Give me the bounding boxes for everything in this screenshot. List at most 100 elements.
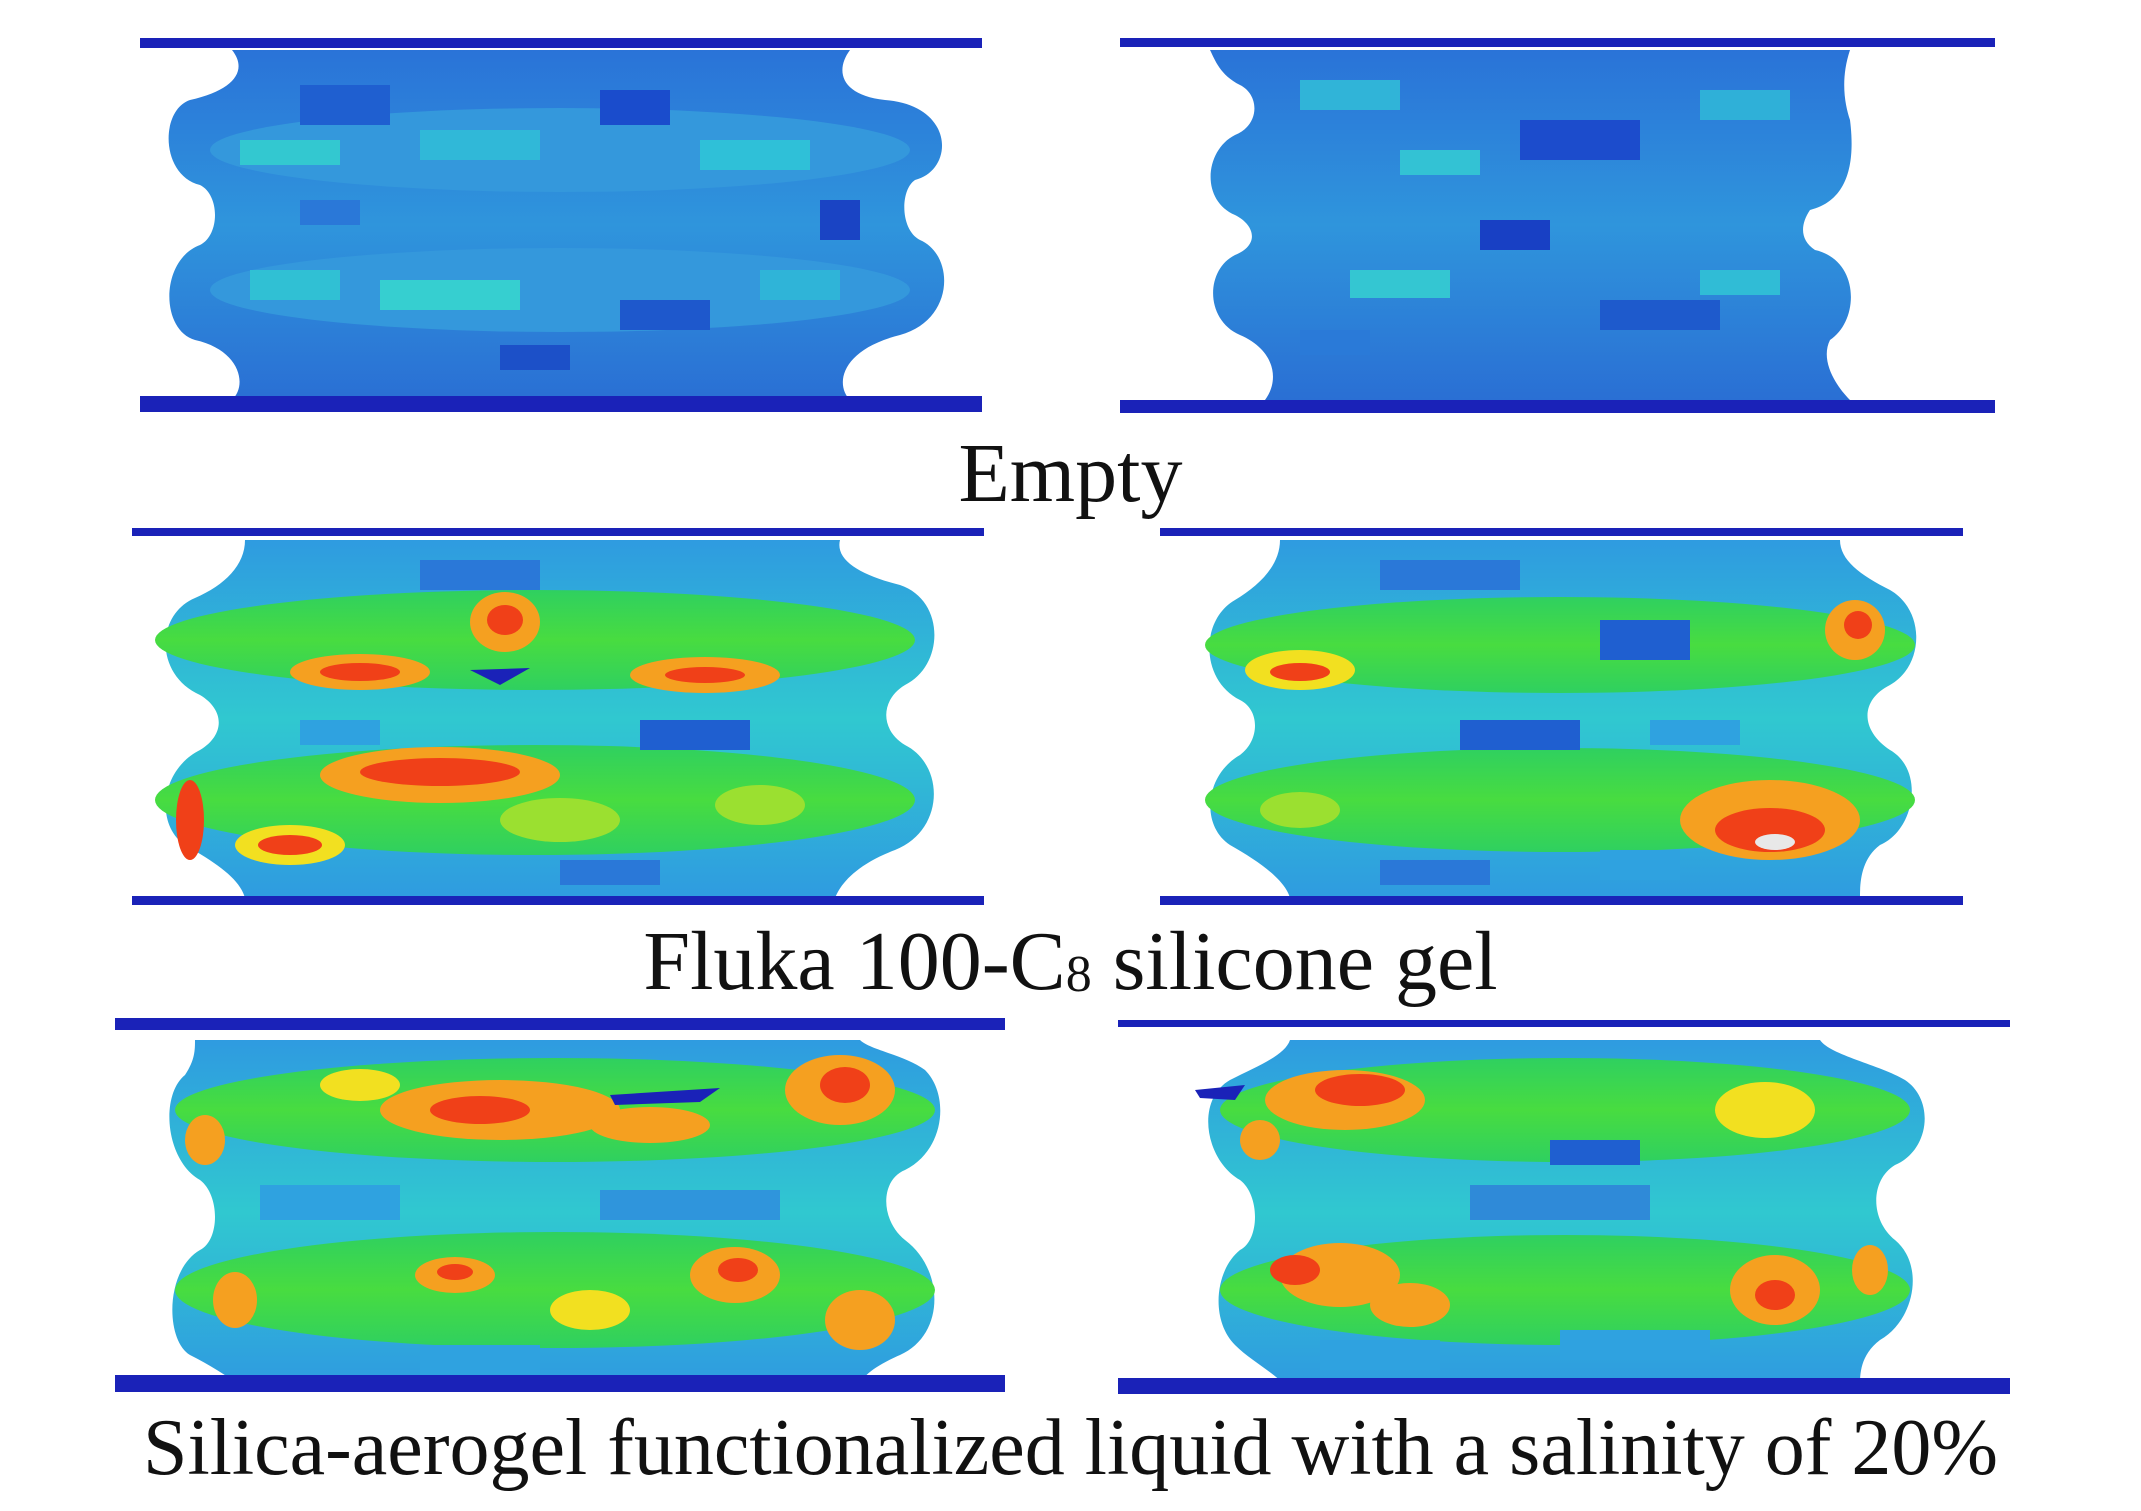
bottom-plate <box>1120 400 1995 413</box>
stress-contour-patch <box>610 1088 720 1105</box>
stress-contour-patch <box>320 1069 400 1101</box>
stress-contour-patch <box>1755 834 1795 850</box>
ridge-upper <box>155 590 915 690</box>
model-empty-left <box>140 38 982 412</box>
stress-contour-patch <box>420 1345 540 1375</box>
stress-contour-patch <box>560 860 660 885</box>
stress-contour-patch <box>1300 330 1370 355</box>
stress-contour-patch <box>300 200 360 225</box>
stress-contour-patch <box>1400 150 1480 175</box>
stress-contour-patch <box>258 835 322 855</box>
stress-contour-patch <box>1380 860 1490 885</box>
contour-patches <box>1245 560 1885 885</box>
bottom-plate <box>115 1375 1005 1392</box>
stress-contour-patch <box>820 1067 870 1103</box>
stress-contour-patch <box>360 758 520 786</box>
stress-contour-patch <box>240 140 340 165</box>
ridge-upper <box>210 108 910 192</box>
caption-empty-text: Empty <box>958 427 1183 520</box>
contour-patches <box>185 1055 895 1375</box>
stress-contour-patch <box>260 1185 400 1220</box>
stress-contour-patch <box>700 140 810 170</box>
stress-contour-patch <box>1315 1074 1405 1106</box>
stress-contour-patch <box>620 300 710 330</box>
contour-patches <box>1300 80 1790 355</box>
stress-contour-patch <box>500 798 620 842</box>
stress-contour-patch <box>380 280 520 310</box>
stress-contour-patch <box>430 1096 530 1124</box>
top-plate <box>1160 528 1963 536</box>
stress-contour-patch <box>1380 560 1520 590</box>
stress-contour-patch <box>1650 720 1740 745</box>
stress-contour-patch <box>437 1264 473 1280</box>
stress-contour-patch <box>300 85 390 125</box>
top-plate <box>1118 1020 2010 1027</box>
top-plate <box>115 1018 1005 1030</box>
stress-contour-patch <box>1755 1280 1795 1310</box>
caption-silica-text: Silica-aerogel functionalized liquid wit… <box>142 1404 1999 1492</box>
caption-silica-aerogel: Silica-aerogel functionalized liquid wit… <box>0 1408 2141 1488</box>
bottom-plate <box>1118 1378 2010 1394</box>
stress-contour-patch <box>715 785 805 825</box>
stress-contour-patch <box>825 1290 895 1350</box>
panel-empty <box>140 38 1995 413</box>
stress-contour-patch <box>1560 1330 1710 1360</box>
stress-contour-patch <box>1270 663 1330 681</box>
stress-contour-patch <box>1350 270 1450 298</box>
stress-contour-patch <box>1844 611 1872 639</box>
stress-contour-patch <box>1370 1283 1450 1327</box>
stress-contour-patch <box>1700 270 1780 295</box>
top-plate <box>1120 38 1995 47</box>
stress-contour-patch <box>500 345 570 370</box>
stress-contour-patch <box>1520 120 1640 160</box>
bottom-plate <box>140 396 982 412</box>
bottom-plate <box>1160 896 1963 905</box>
model-aerogel-left <box>115 1018 1005 1392</box>
stress-contour-patch <box>1550 1140 1640 1165</box>
caption-fluka-gel: Fluka 100-C8 silicone gel <box>0 920 2141 1004</box>
stress-contour-patch <box>470 668 530 685</box>
stress-contour-patch <box>600 90 670 125</box>
stress-contour-patch <box>1240 1120 1280 1160</box>
stress-contour-patch <box>600 1190 780 1220</box>
stress-contour-patch <box>487 605 523 635</box>
stress-contour-patch <box>1600 300 1720 330</box>
stress-contour-patch <box>300 720 380 745</box>
stress-contour-patch <box>550 1290 630 1330</box>
stress-contour-patch <box>1260 792 1340 828</box>
stress-contour-patch <box>590 1107 710 1143</box>
stress-contour-patch <box>420 130 540 160</box>
stress-contour-patch <box>640 720 750 750</box>
stress-contour-patch <box>1460 720 1580 750</box>
stress-contour-patch <box>665 667 745 683</box>
top-plate <box>140 38 982 48</box>
contour-patches <box>176 560 805 885</box>
stress-contour-patch <box>718 1258 758 1282</box>
stress-contour-patch <box>250 270 340 300</box>
stress-contour-patch <box>1700 90 1790 120</box>
stress-contour-patch <box>185 1115 225 1165</box>
stress-contour-patch <box>1715 1082 1815 1138</box>
model-empty-right <box>1120 38 1995 413</box>
stress-contour-patch <box>1600 850 1680 880</box>
model-fluka-right <box>1160 528 1963 905</box>
stress-contour-patch <box>320 663 400 681</box>
stress-contour-patch <box>213 1272 257 1328</box>
model-fluka-left <box>132 528 984 905</box>
model-aerogel-right <box>1118 1020 2010 1394</box>
top-plate <box>132 528 984 536</box>
panel-silica-aerogel <box>115 1018 2010 1394</box>
stress-contour-patch <box>1715 808 1825 852</box>
caption-empty: Empty <box>0 432 2141 516</box>
caption-fluka-pre: Fluka 100-C <box>643 915 1066 1008</box>
ridge-upper <box>1205 597 1915 693</box>
caption-fluka-post: silicone gel <box>1091 915 1498 1008</box>
bottom-plate <box>132 896 984 905</box>
stress-contour-patch <box>1270 1255 1320 1285</box>
panel-fluka-gel <box>132 528 1963 905</box>
caption-fluka-subscript: 8 <box>1065 946 1092 1003</box>
ridge-lower <box>175 1232 935 1348</box>
stress-contour-patch <box>1195 1085 1245 1100</box>
stress-contour-patch <box>1470 1185 1650 1220</box>
